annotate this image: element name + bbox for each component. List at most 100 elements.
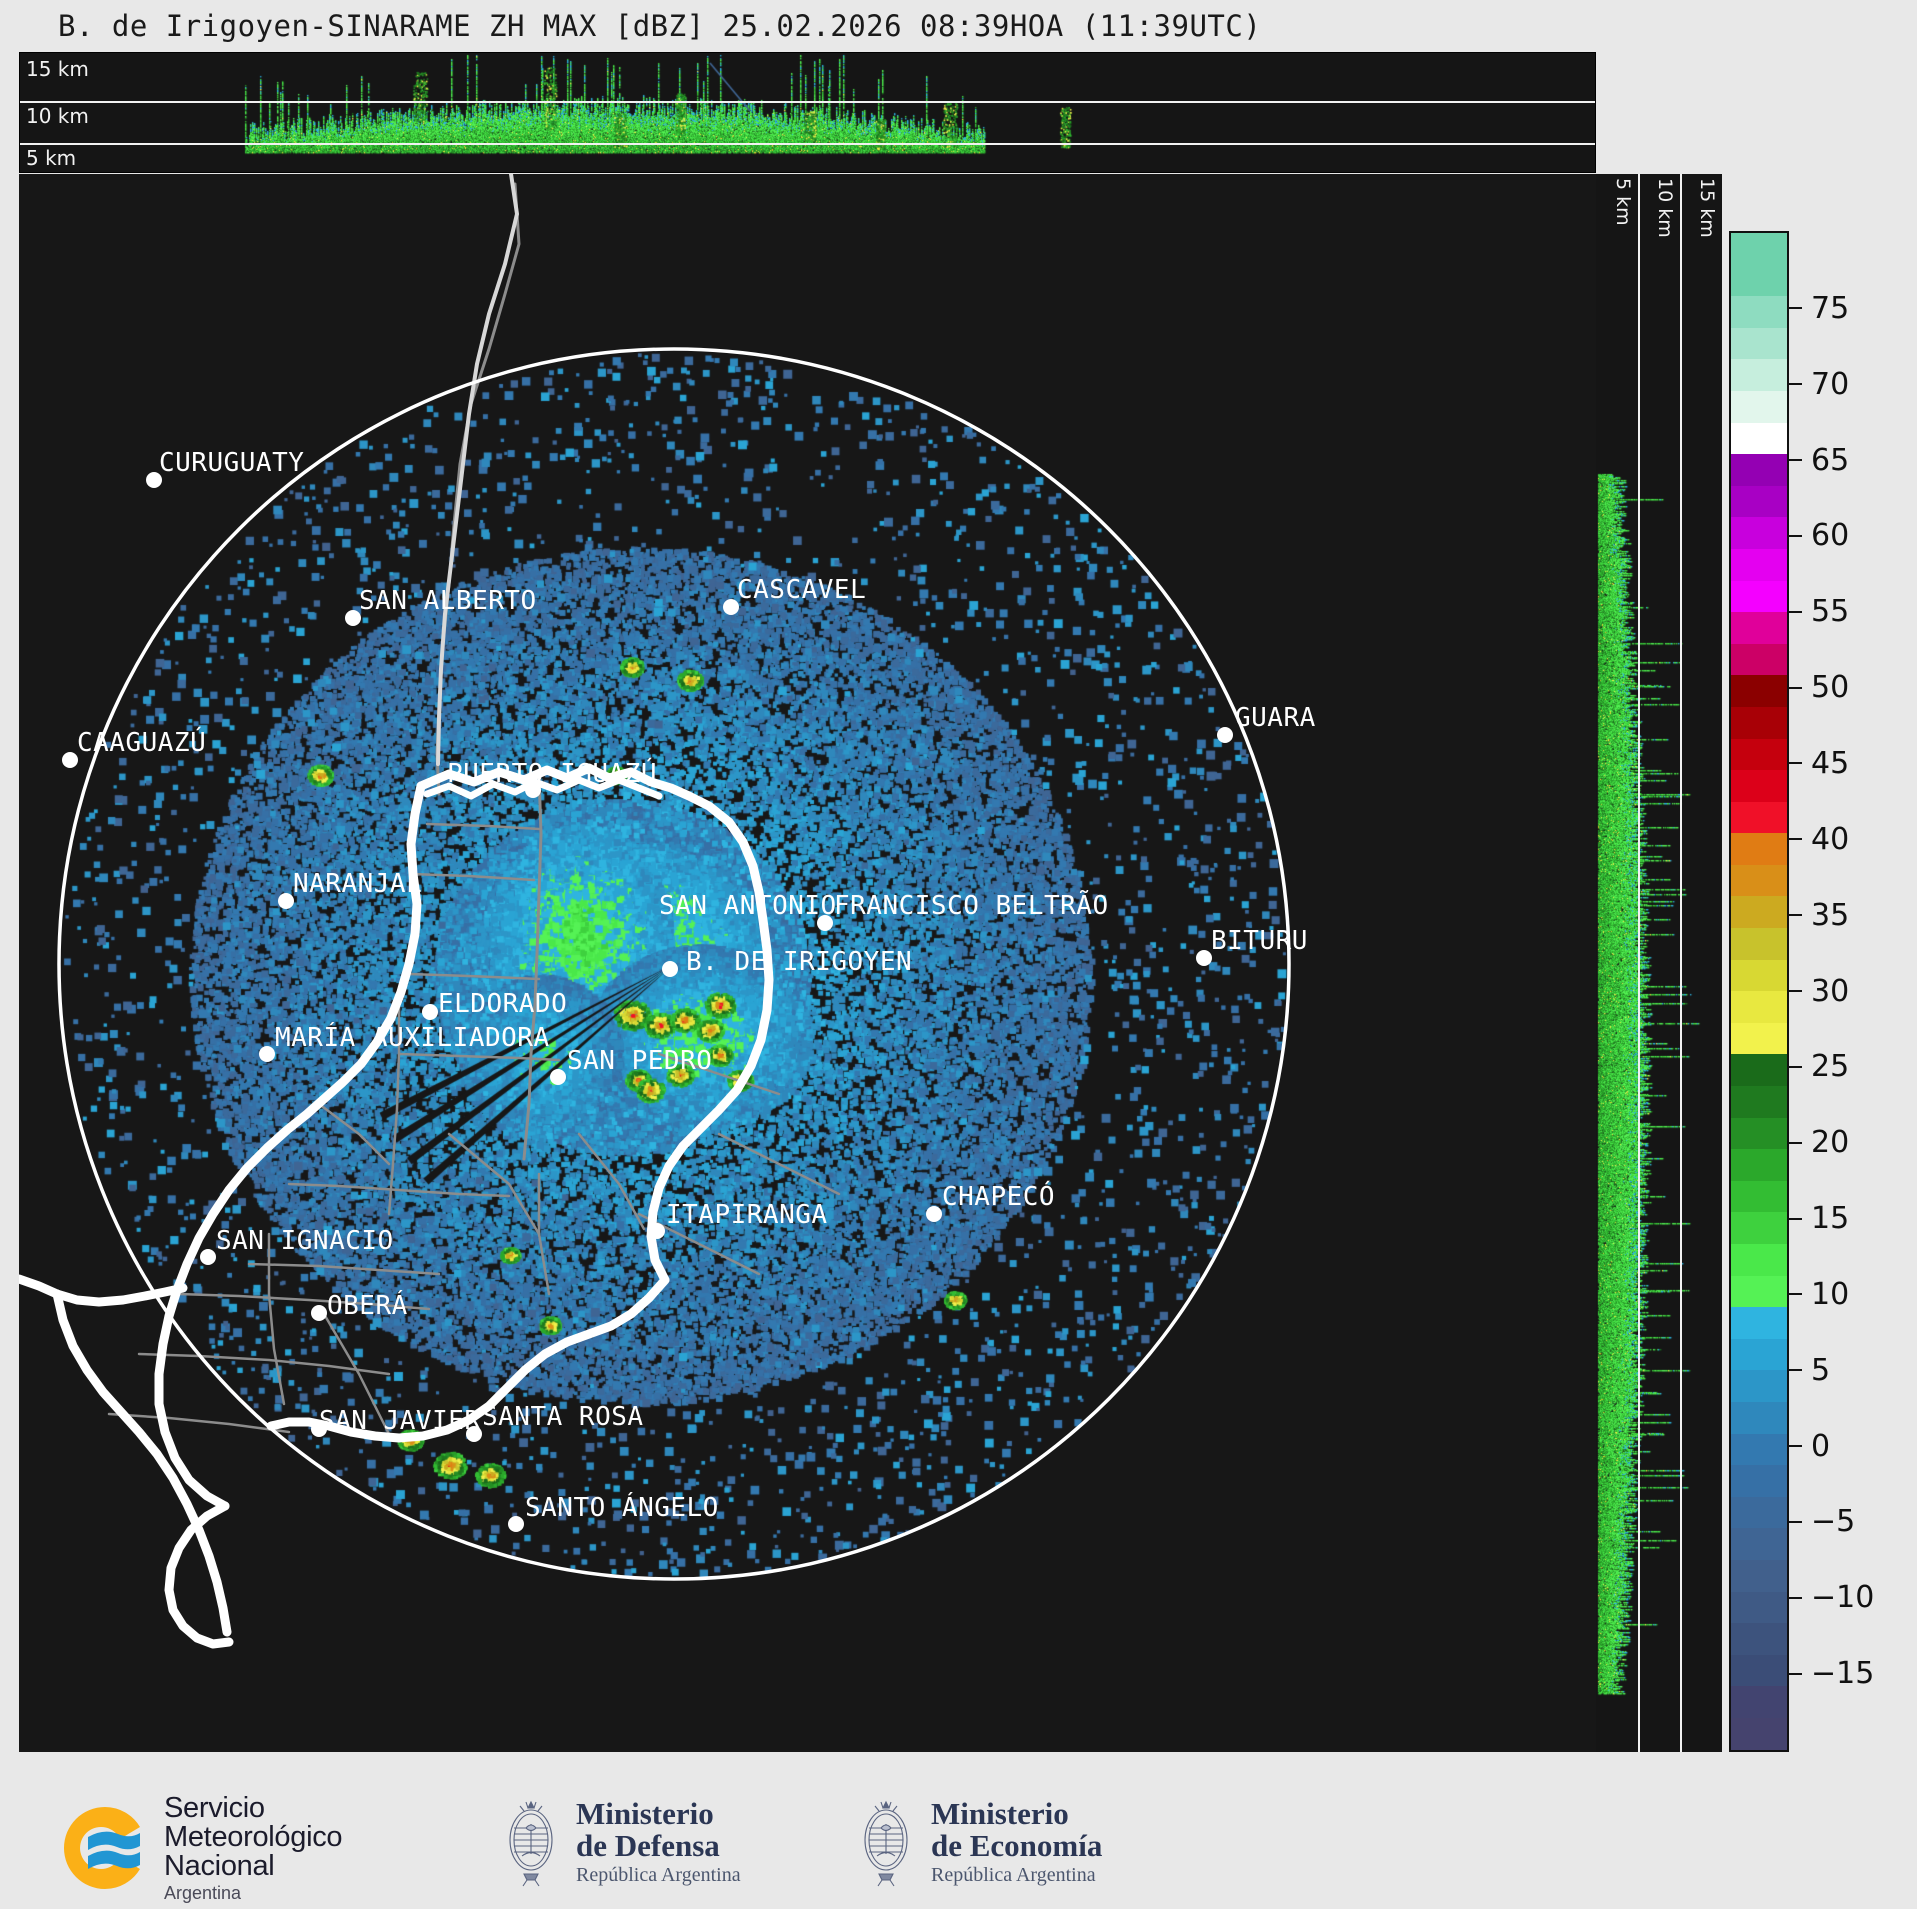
- city-dot: [1196, 950, 1212, 966]
- city-dot: [550, 1069, 566, 1085]
- smn-line-4: Argentina: [164, 1883, 242, 1903]
- colorbar-segment: [1731, 1528, 1787, 1560]
- city-dot: [1217, 727, 1233, 743]
- height-line-5km: [20, 143, 1595, 145]
- colorbar-tick-mark: [1789, 1293, 1802, 1296]
- geo-boundary: [266, 1275, 670, 1443]
- city-dot: [259, 1046, 275, 1062]
- colorbar-segment: [1731, 959, 1787, 992]
- side-cross-section-panel: 5 km 10 km 15 km: [1596, 174, 1722, 1752]
- colorbar-tick-label: 25: [1811, 1049, 1850, 1085]
- colorbar-tick: 65: [1789, 443, 1849, 478]
- city-layer: CURUGUATY SAN ALBERTO CASCAVEL CAAGUAZÚ GUAR…: [62, 448, 1316, 1532]
- city-label: BITURU: [1211, 926, 1308, 956]
- geo-boundary: [387, 992, 401, 1216]
- city-label: CHAPECÓ: [942, 1180, 1055, 1212]
- colorbar-tick: −5: [1789, 1504, 1855, 1539]
- colorbar: [1729, 231, 1789, 1752]
- geo-boundary: [407, 972, 541, 981]
- city-dot: [525, 782, 541, 798]
- ministry-of-economy-text: Ministerio de Economía República Argenti…: [931, 1798, 1102, 1886]
- city-dot: [311, 1305, 327, 1321]
- range-ring: [57, 347, 1291, 1581]
- city-label: SAN JAVIER: [319, 1406, 481, 1436]
- side-height-line-5km: [1638, 174, 1640, 1752]
- side-height-label-10km: 10 km: [1654, 178, 1676, 238]
- colorbar-segment: [1731, 264, 1787, 297]
- city-label: GUARA: [1235, 703, 1316, 733]
- side-cross-section-echo: [1596, 174, 1722, 1752]
- colorbar-tick-label: 60: [1811, 518, 1850, 554]
- colorbar-segment: [1731, 580, 1787, 613]
- colorbar-tick-mark: [1789, 610, 1802, 613]
- top-height-label-10km: 10 km: [26, 104, 89, 128]
- smn-line-3: Nacional: [164, 1850, 275, 1882]
- colorbar-segment: [1731, 454, 1787, 486]
- colorbar-segment: [1731, 1654, 1787, 1687]
- radar-map-panel[interactable]: CURUGUATY SAN ALBERTO CASCAVEL CAAGUAZÚ GUAR…: [19, 174, 1596, 1752]
- geo-boundary: [247, 1262, 441, 1276]
- colorbar-tick: 35: [1789, 898, 1849, 933]
- colorbar-tick: 10: [1789, 1277, 1849, 1312]
- city-dot: [649, 1223, 665, 1239]
- city-label: SANTA ROSA: [482, 1402, 644, 1432]
- city-label: SAN IGNACIO: [216, 1226, 394, 1256]
- city-label: CAAGUAZÚ: [77, 726, 206, 758]
- geo-boundary: [287, 1182, 511, 1198]
- economia-line-1: Ministerio: [931, 1796, 1069, 1832]
- city-label: FRANCISCO BELTRÃO: [834, 889, 1109, 921]
- city-dot: [817, 915, 833, 931]
- colorbar-segment: [1731, 233, 1787, 265]
- geo-boundary: [137, 1352, 391, 1376]
- colorbar-tick-mark: [1789, 1369, 1802, 1372]
- geo-boundary: [522, 772, 543, 1161]
- colorbar-tick: 70: [1789, 367, 1849, 402]
- city-dot: [422, 1004, 438, 1020]
- colorbar-tick-mark: [1789, 1065, 1802, 1068]
- colorbar-tick-mark: [1789, 914, 1802, 917]
- colorbar-segment: [1731, 1433, 1787, 1466]
- colorbar-tick-mark: [1789, 762, 1802, 765]
- colorbar-segment: [1731, 801, 1787, 834]
- city-dot: [662, 961, 678, 977]
- colorbar-tick: 15: [1789, 1201, 1849, 1236]
- city-label: SAN ANTONIO: [659, 891, 837, 921]
- defensa-line-1: Ministerio: [576, 1796, 714, 1832]
- colorbar-segment: [1731, 1623, 1787, 1655]
- geo-boundary: [436, 174, 519, 766]
- colorbar-segment: [1731, 327, 1787, 360]
- colorbar-segment: [1731, 1370, 1787, 1402]
- smn-logo: Servicio Meteorológico Nacional Argentin…: [58, 1794, 343, 1903]
- colorbar-segment: [1731, 1465, 1787, 1497]
- colorbar-segment: [1731, 1496, 1787, 1529]
- colorbar-segment: [1731, 359, 1787, 391]
- colorbar-tick-mark: [1789, 1141, 1802, 1144]
- colorbar-segment: [1731, 1054, 1787, 1087]
- city-dot: [278, 893, 294, 909]
- colorbar-segment: [1731, 770, 1787, 802]
- top-cross-section-panel: 15 km 10 km 5 km: [19, 52, 1596, 173]
- defensa-line-2: de Defensa: [576, 1827, 720, 1863]
- city-label: SANTO ÁNGELO: [525, 1491, 719, 1523]
- smn-logo-mark: [58, 1801, 152, 1895]
- colorbar-segment: [1731, 1338, 1787, 1371]
- colorbar-tick-label: 45: [1811, 745, 1850, 781]
- radar-reflectivity-layer: [19, 174, 1596, 1752]
- colorbar-tick-mark: [1789, 1596, 1802, 1599]
- colorbar-tick-mark: [1789, 383, 1802, 386]
- colorbar-segment: [1731, 928, 1787, 960]
- colorbar-tick-label: −5: [1811, 1504, 1856, 1540]
- height-line-10km: [20, 101, 1595, 103]
- city-dot: [345, 610, 361, 626]
- city-dot: [926, 1206, 942, 1222]
- colorbar-tick: 20: [1789, 1125, 1849, 1160]
- colorbar-segment: [1731, 1117, 1787, 1150]
- colorbar-tick-mark: [1789, 459, 1802, 462]
- colorbar-tick: 55: [1789, 594, 1849, 629]
- colorbar-segment: [1731, 1717, 1787, 1750]
- ministry-of-defense-logo: Ministerio de Defensa República Argentin…: [500, 1794, 741, 1890]
- top-height-label-5km: 5 km: [26, 146, 77, 170]
- colorbar-segment: [1731, 1591, 1787, 1624]
- colorbar-tick: 40: [1789, 822, 1849, 857]
- colorbar-tick-mark: [1789, 307, 1802, 310]
